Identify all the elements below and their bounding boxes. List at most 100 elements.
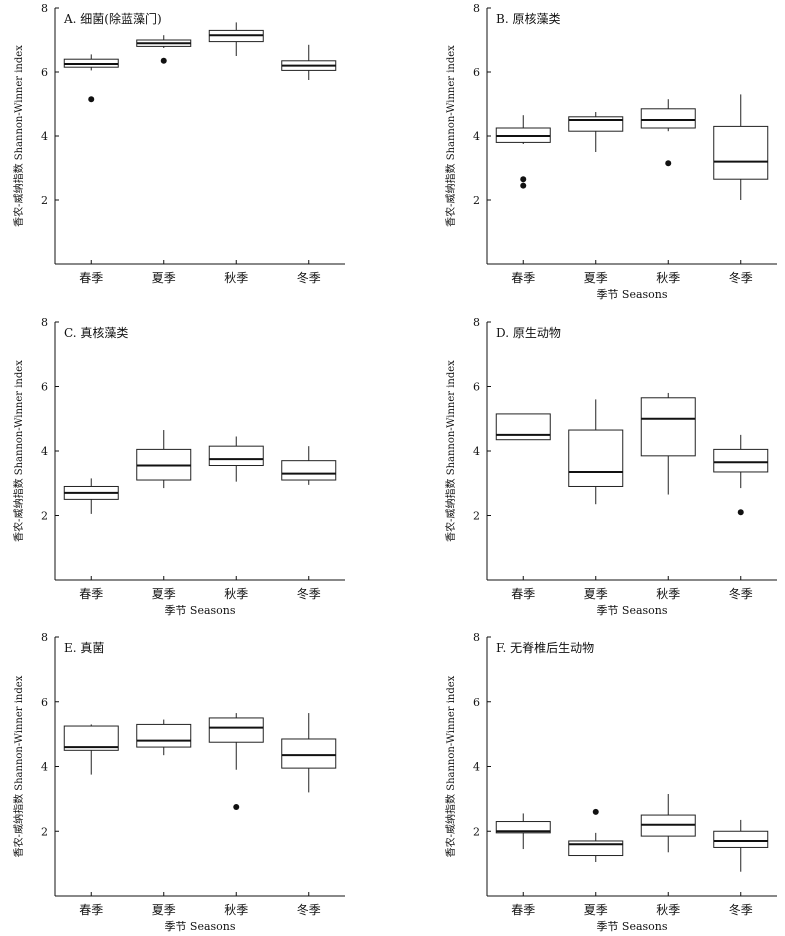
x-category-label: 秋季 xyxy=(224,587,248,601)
box-2 xyxy=(568,808,624,863)
y-axis-title: 香农-威纳指数 Shannon-Winner index xyxy=(12,675,25,857)
box-2 xyxy=(568,399,624,505)
box-4 xyxy=(281,713,337,793)
y-tick-label: 2 xyxy=(473,825,480,838)
panel-title: E. 真菌 xyxy=(64,641,104,655)
iqr-box xyxy=(281,738,337,769)
x-category-label: 春季 xyxy=(511,271,535,285)
x-category-label: 冬季 xyxy=(729,902,753,917)
y-tick-label: 4 xyxy=(473,130,480,143)
box-4 xyxy=(713,819,769,872)
outlier-point xyxy=(737,509,744,516)
y-tick-label: 8 xyxy=(473,631,480,644)
x-category-label: 秋季 xyxy=(656,271,680,285)
y-tick-label: 4 xyxy=(41,445,48,458)
box-1 xyxy=(495,813,551,850)
iqr-box xyxy=(281,460,337,481)
x-axis-title: 季节 Seasons xyxy=(596,288,667,301)
y-tick-label: 4 xyxy=(473,761,480,774)
iqr-box xyxy=(568,429,624,487)
y-axis-title: 香农-威纳指数 Shannon-Winner index xyxy=(12,360,25,542)
box-2 xyxy=(136,719,192,756)
box-1 xyxy=(63,54,119,103)
x-category-label: 秋季 xyxy=(224,271,248,285)
y-tick-label: 4 xyxy=(473,445,480,458)
iqr-box xyxy=(640,108,696,129)
y-axis-title: 香农-威纳指数 Shannon-Winner index xyxy=(12,45,25,227)
box-2 xyxy=(136,430,192,489)
outlier-point xyxy=(592,808,599,815)
x-category-label: 冬季 xyxy=(297,902,321,917)
box-3 xyxy=(208,22,264,56)
x-category-label: 夏季 xyxy=(584,271,608,285)
outlier-point xyxy=(160,57,167,64)
x-category-label: 秋季 xyxy=(224,903,248,917)
x-axis-title: 季节 Seasons xyxy=(596,920,667,933)
x-category-label: 春季 xyxy=(79,271,103,285)
iqr-box xyxy=(136,723,192,748)
x-category-label: 夏季 xyxy=(152,587,176,601)
panel-title: F. 无脊椎后生动物 xyxy=(496,640,594,655)
y-tick-label: 8 xyxy=(41,631,48,644)
y-tick-label: 2 xyxy=(473,510,480,523)
outlier-point xyxy=(665,160,672,167)
box-1 xyxy=(63,478,119,514)
iqr-box xyxy=(208,445,264,467)
box-4 xyxy=(713,94,769,200)
outlier-point xyxy=(520,176,527,183)
x-category-label: 夏季 xyxy=(584,587,608,601)
iqr-box xyxy=(713,448,769,473)
iqr-box xyxy=(713,830,769,848)
y-tick-label: 2 xyxy=(473,194,480,207)
iqr-box xyxy=(640,397,696,457)
y-tick-label: 4 xyxy=(41,761,48,774)
y-axis-title: 香农-威纳指数 Shannon-Winner index xyxy=(444,360,457,542)
x-category-label: 春季 xyxy=(511,587,535,601)
y-tick-label: 8 xyxy=(473,316,480,329)
y-tick-label: 6 xyxy=(473,696,480,709)
box-2 xyxy=(136,35,192,64)
box-4 xyxy=(281,44,337,80)
box-3 xyxy=(640,99,696,167)
y-tick-label: 2 xyxy=(41,510,48,523)
x-category-label: 夏季 xyxy=(152,271,176,285)
x-axis-title: 季节 Seasons xyxy=(596,604,667,617)
box-3 xyxy=(640,794,696,853)
panel-title: B. 原核藻类 xyxy=(496,12,560,26)
y-tick-label: 6 xyxy=(473,66,480,79)
iqr-box xyxy=(568,116,624,132)
y-tick-label: 6 xyxy=(473,381,480,394)
x-category-label: 冬季 xyxy=(729,586,753,601)
box-4 xyxy=(281,446,337,485)
chart-panel-4: 2 4 6 8 香农-威纳指数 Shannon-Winner index D. 原生动物春… xyxy=(444,316,777,617)
x-category-label: 秋季 xyxy=(656,587,680,601)
box-2 xyxy=(568,112,624,152)
chart-panel-6: 2 4 6 8 香农-威纳指数 Shannon-Winner index F. 无脊椎后生… xyxy=(444,631,777,933)
x-axis-title: 季节 Seasons xyxy=(164,920,235,933)
iqr-box xyxy=(568,840,624,857)
y-tick-label: 8 xyxy=(41,316,48,329)
iqr-box xyxy=(713,125,769,180)
box-3 xyxy=(640,392,696,495)
x-category-label: 冬季 xyxy=(729,270,753,285)
y-tick-label: 4 xyxy=(41,130,48,143)
chart-panel-3: 2 4 6 8 香农-威纳指数 Shannon-Winner index C. 真核藻类春… xyxy=(12,316,345,617)
outlier-point xyxy=(233,803,240,810)
box-1 xyxy=(63,724,119,775)
y-tick-label: 8 xyxy=(473,2,480,15)
y-tick-label: 2 xyxy=(41,194,48,207)
x-category-label: 春季 xyxy=(511,903,535,917)
x-category-label: 秋季 xyxy=(656,903,680,917)
panel-title: C. 真核藻类 xyxy=(64,326,128,340)
y-tick-label: 8 xyxy=(41,2,48,15)
box-3 xyxy=(208,436,264,482)
panel-title: A. 细菌(除蓝藻门) xyxy=(63,11,162,26)
y-axis-title: 香农-威纳指数 Shannon-Winner index xyxy=(444,675,457,857)
box-1 xyxy=(495,115,551,189)
y-axis-title: 香农-威纳指数 Shannon-Winner index xyxy=(444,45,457,227)
chart-panel-2: 2 4 6 8 香农-威纳指数 Shannon-Winner index B. 原核藻类春… xyxy=(444,2,777,301)
x-category-label: 夏季 xyxy=(152,903,176,917)
y-tick-label: 6 xyxy=(41,66,48,79)
